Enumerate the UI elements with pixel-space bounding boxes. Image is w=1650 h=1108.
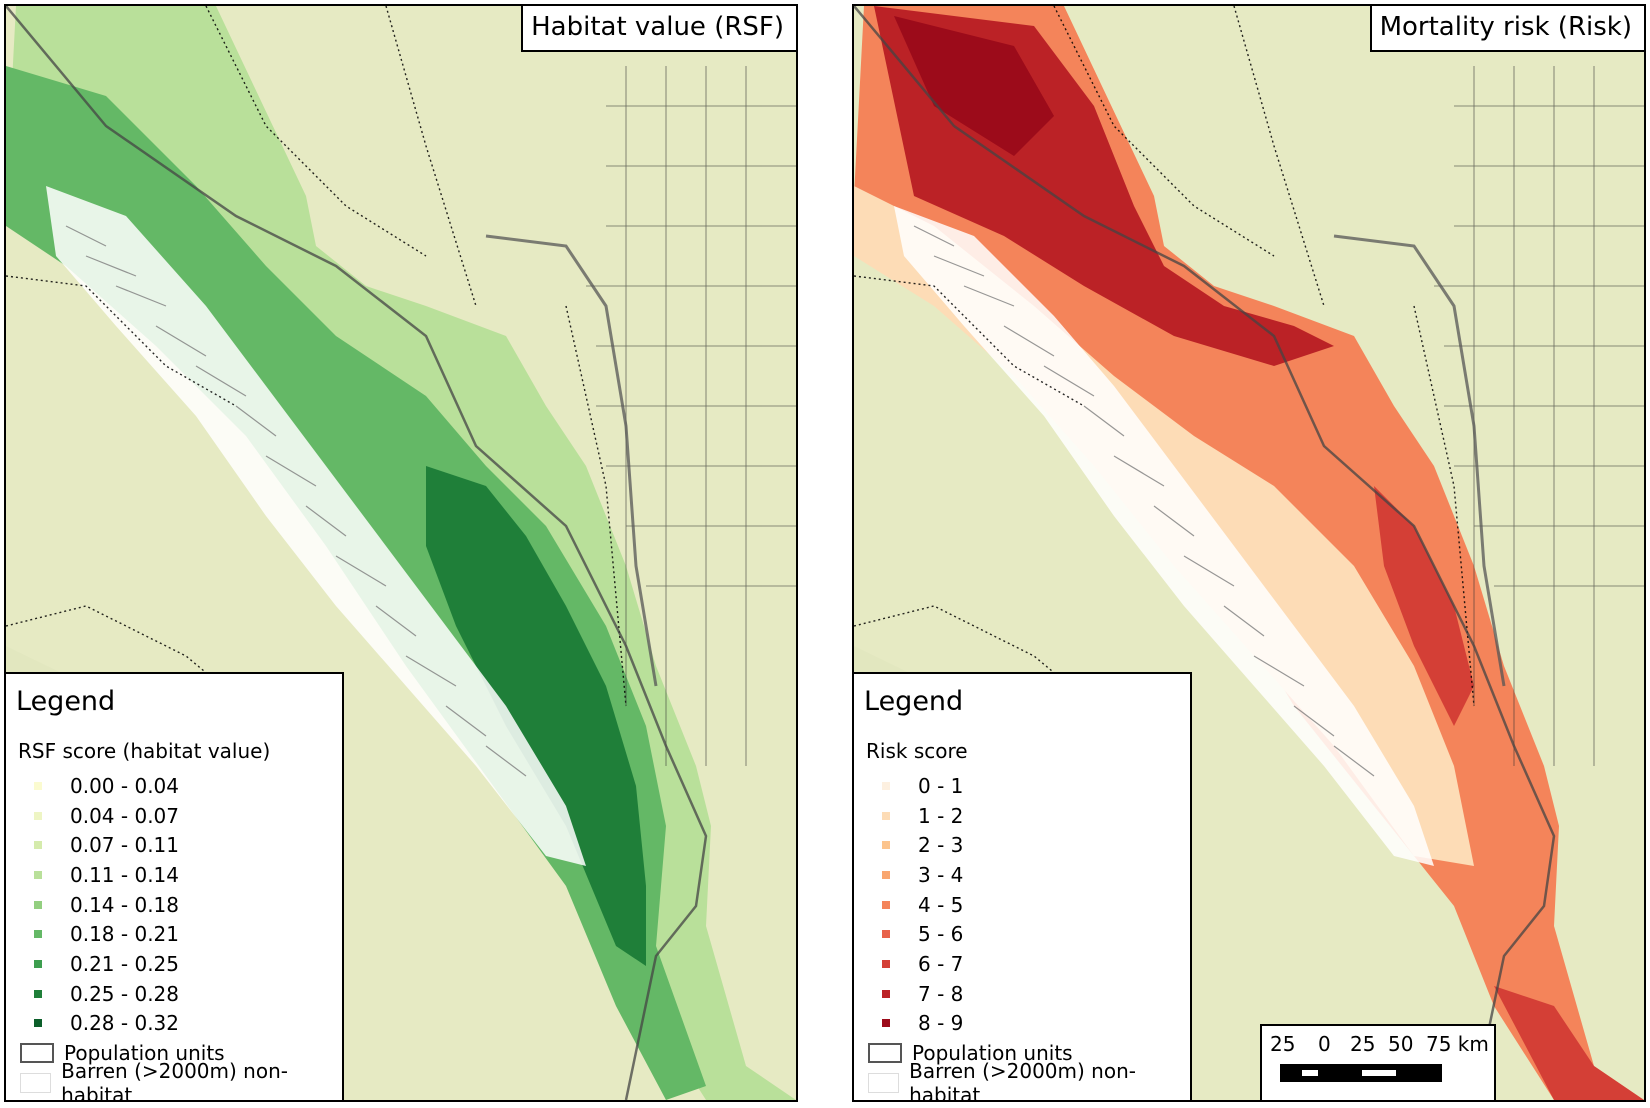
legend-label: Population units — [64, 1041, 225, 1066]
legend-class-label: 3 - 4 — [918, 862, 964, 887]
legend-class-row: 5 - 6 — [864, 919, 1180, 949]
legend-class-swatch — [882, 811, 890, 820]
legend-class-swatch — [882, 989, 890, 998]
legend-habitat: Legend RSF score (habitat value) 0.00 - … — [6, 672, 344, 1100]
legend-class-swatch — [34, 870, 42, 879]
legend-risk: Legend Risk score 0 - 1 1 - 2 2 - 3 3 - 4 4 … — [854, 672, 1192, 1100]
legend-class-row: 0.14 - 0.18 — [16, 890, 332, 920]
legend-item-population-units: Population units — [16, 1038, 332, 1068]
legend-class-label: 4 - 5 — [918, 892, 964, 917]
legend-class-swatch — [34, 781, 42, 790]
legend-class-swatch — [34, 900, 42, 909]
scale-tick-label: 0 — [1318, 1032, 1331, 1056]
legend-class-row: 0.25 - 0.28 — [16, 979, 332, 1009]
legend-class-swatch — [34, 841, 42, 850]
legend-subtitle: Risk score — [866, 739, 968, 763]
legend-class-row: 0.04 - 0.07 — [16, 801, 332, 831]
population-units-swatch — [20, 1043, 54, 1064]
scale-segment — [1302, 1070, 1318, 1076]
map-title: Habitat value (RSF) — [521, 6, 796, 52]
legend-class-label: 0.04 - 0.07 — [70, 803, 179, 828]
legend-class-label: 0.14 - 0.18 — [70, 892, 179, 917]
legend-class-label: 0.25 - 0.28 — [70, 981, 179, 1006]
legend-class-row: 4 - 5 — [864, 890, 1180, 920]
population-units-swatch — [868, 1043, 902, 1064]
legend-class-swatch — [882, 930, 890, 939]
legend-class-row: 1 - 2 — [864, 801, 1180, 831]
map-panel-risk: Mortality risk (Risk) Legend Risk score … — [852, 4, 1646, 1102]
legend-class-swatch — [882, 959, 890, 968]
legend-title: Legend — [864, 686, 964, 717]
legend-class-label: 0.07 - 0.11 — [70, 833, 179, 858]
legend-class-label: 0.00 - 0.04 — [70, 773, 179, 798]
legend-title: Legend — [16, 686, 116, 717]
legend-class-label: 2 - 3 — [918, 833, 964, 858]
legend-class-row: 6 - 7 — [864, 949, 1180, 979]
scale-bar-graphic — [1280, 1064, 1442, 1082]
legend-class-label: 0 - 1 — [918, 773, 964, 798]
legend-class-label: 6 - 7 — [918, 951, 964, 976]
scale-labels: 25 0 25 50 75 km — [1262, 1032, 1494, 1058]
legend-class-row: 2 - 3 — [864, 830, 1180, 860]
legend-class-swatch — [34, 1019, 42, 1028]
legend-class-row: 0.00 - 0.04 — [16, 771, 332, 801]
legend-class-label: 0.28 - 0.32 — [70, 1011, 179, 1036]
legend-class-swatch — [882, 870, 890, 879]
legend-class-row: 0.07 - 0.11 — [16, 830, 332, 860]
legend-item-barren: Barren (>2000m) non-habitat — [16, 1059, 332, 1100]
legend-class-row: 0.21 - 0.25 — [16, 949, 332, 979]
scale-tick-label: 50 — [1388, 1032, 1414, 1056]
scale-tick-label: 25 — [1270, 1032, 1296, 1056]
legend-class-label: 0.11 - 0.14 — [70, 862, 179, 887]
legend-class-row: 0.11 - 0.14 — [16, 860, 332, 890]
legend-subtitle: RSF score (habitat value) — [18, 739, 271, 763]
legend-class-swatch — [882, 1019, 890, 1028]
legend-label: Population units — [912, 1041, 1073, 1066]
barren-swatch — [20, 1072, 52, 1093]
legend-class-swatch — [34, 959, 42, 968]
legend-label: Barren (>2000m) non-habitat — [909, 1058, 1136, 1102]
legend-class-swatch — [882, 781, 890, 790]
legend-item-barren: Barren (>2000m) non-habitat — [864, 1059, 1180, 1100]
legend-class-label: 0.18 - 0.21 — [70, 922, 179, 947]
scale-bar: 25 0 25 50 75 km — [1260, 1024, 1496, 1100]
legend-class-row: 7 - 8 — [864, 979, 1180, 1009]
legend-class-row: 0.18 - 0.21 — [16, 919, 332, 949]
legend-class-row: 8 - 9 — [864, 1009, 1180, 1039]
legend-class-swatch — [34, 811, 42, 820]
scale-segment — [1362, 1070, 1396, 1076]
legend-item-population-units: Population units — [864, 1038, 1180, 1068]
legend-class-swatch — [882, 900, 890, 909]
legend-class-label: 7 - 8 — [918, 981, 964, 1006]
legend-class-swatch — [34, 989, 42, 998]
legend-class-label: 0.21 - 0.25 — [70, 951, 179, 976]
scale-tick-label: 75 km — [1426, 1032, 1489, 1056]
legend-class-row: 0.28 - 0.32 — [16, 1009, 332, 1039]
legend-label: Barren (>2000m) non-habitat — [61, 1058, 288, 1102]
legend-class-swatch — [34, 930, 42, 939]
map-panel-habitat: Habitat value (RSF) Legend RSF score (ha… — [4, 4, 798, 1102]
legend-class-row: 3 - 4 — [864, 860, 1180, 890]
legend-class-swatch — [882, 841, 890, 850]
barren-swatch — [868, 1072, 900, 1093]
legend-class-label: 8 - 9 — [918, 1011, 964, 1036]
map-title: Mortality risk (Risk) — [1369, 6, 1644, 52]
legend-class-row: 0 - 1 — [864, 771, 1180, 801]
legend-class-label: 1 - 2 — [918, 803, 964, 828]
legend-class-label: 5 - 6 — [918, 922, 964, 947]
scale-tick-label: 25 — [1350, 1032, 1376, 1056]
